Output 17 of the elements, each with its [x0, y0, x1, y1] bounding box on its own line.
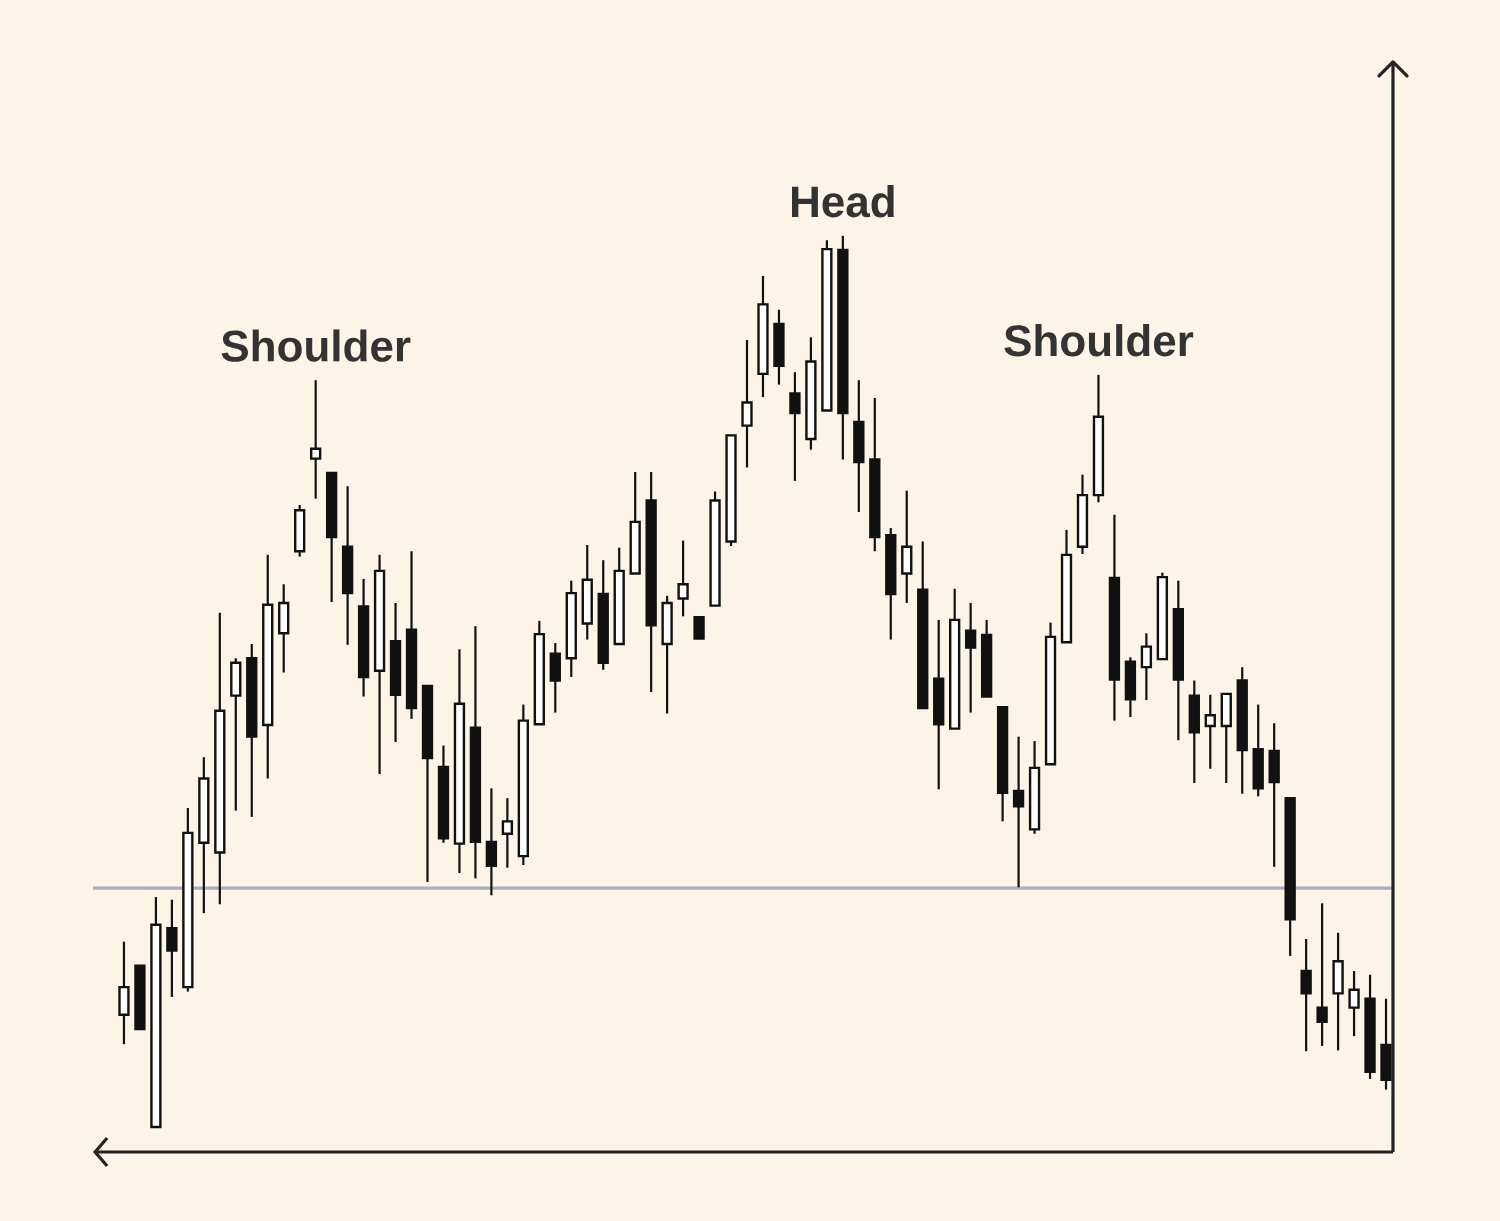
candlestick	[1348, 969, 1360, 1038]
candlestick	[1316, 902, 1328, 1048]
candlestick	[693, 616, 705, 640]
candlestick	[789, 371, 801, 482]
annotation: Shoulder	[221, 329, 411, 362]
candlestick	[166, 898, 178, 999]
candlestick	[1012, 735, 1025, 889]
candlestick	[309, 379, 322, 500]
candlestick	[1140, 632, 1153, 702]
candlestick	[1204, 693, 1216, 770]
candlestick	[677, 539, 689, 618]
annotation: Head	[792, 185, 894, 218]
candlestick	[964, 601, 977, 714]
candlestick	[1300, 937, 1312, 1053]
annotation: Shoulder	[1004, 324, 1194, 357]
candlestick	[741, 338, 753, 469]
candlestick	[501, 797, 514, 869]
